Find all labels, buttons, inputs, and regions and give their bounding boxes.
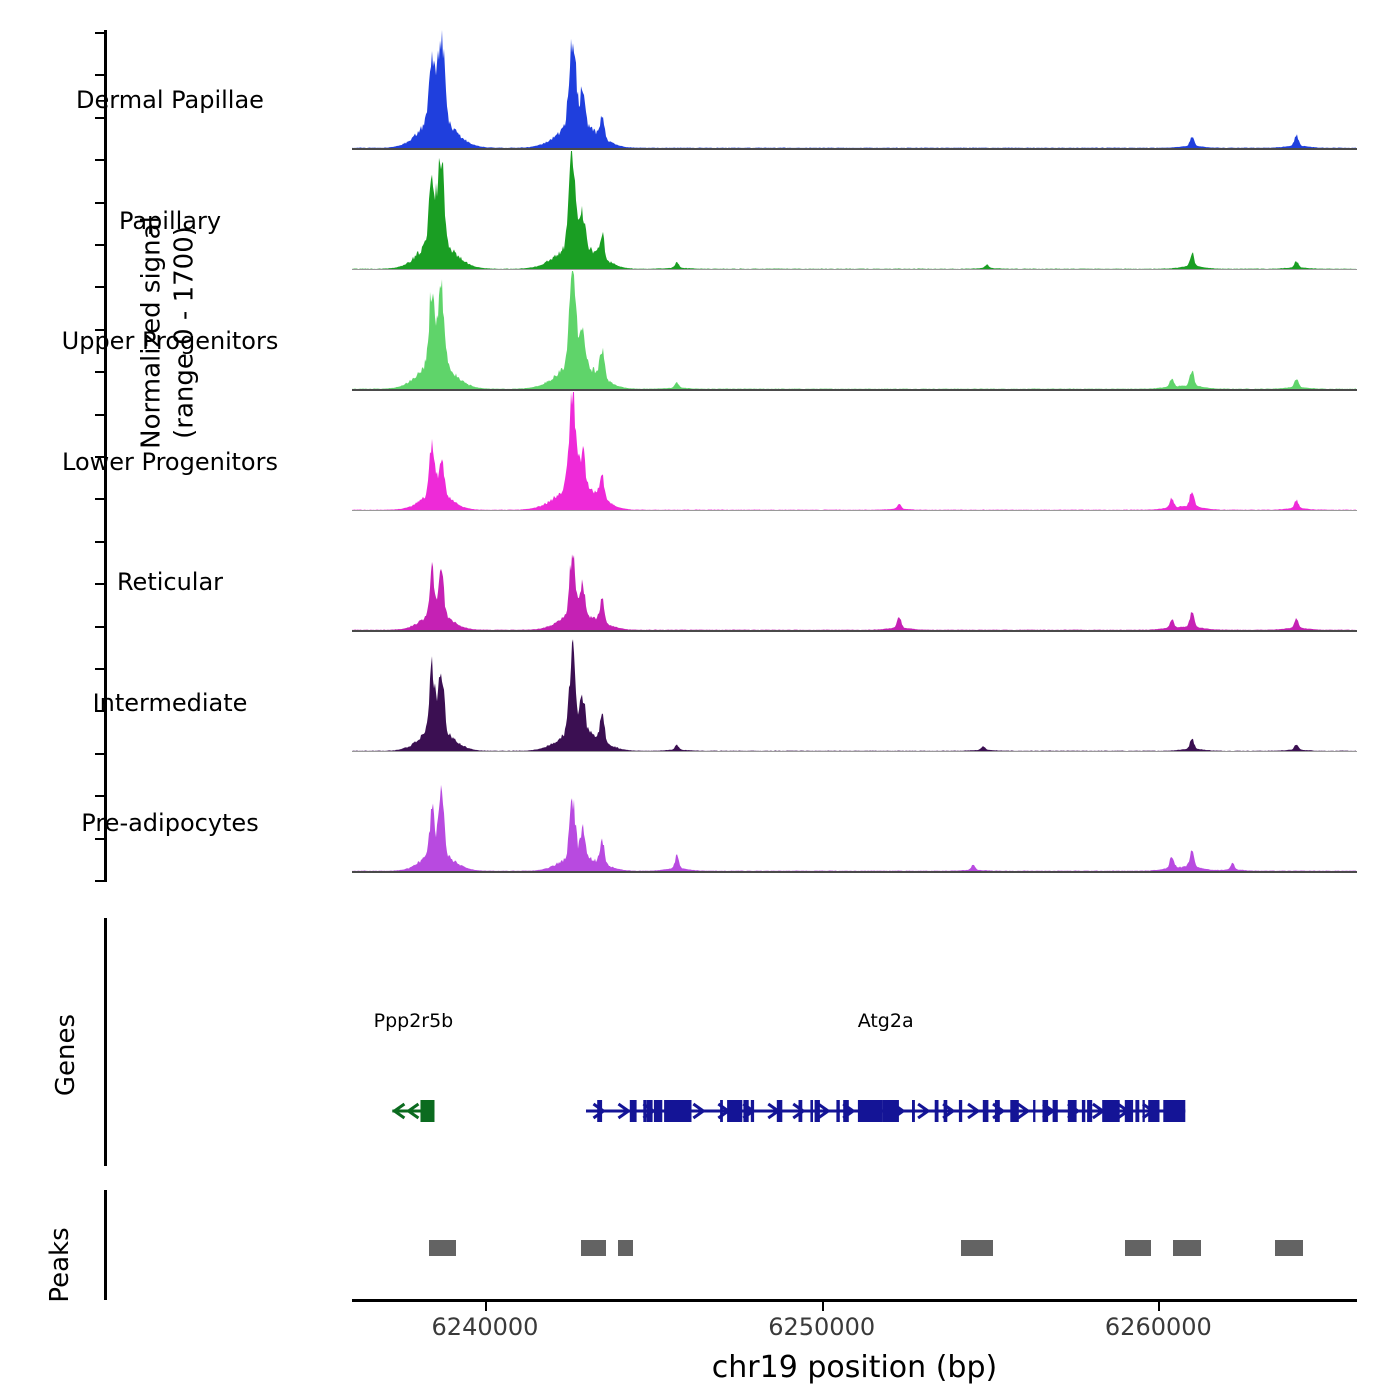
peak-region[interactable]	[1275, 1240, 1304, 1256]
axis-tick	[95, 540, 104, 543]
signal-area	[352, 30, 1356, 148]
x-tick-mark	[1158, 1302, 1161, 1311]
signal-track	[352, 30, 1357, 148]
track-baseline	[352, 509, 1357, 511]
axis-tick	[95, 32, 104, 34]
x-tick-label: 6250000	[768, 1313, 876, 1341]
x-tick-label: 6240000	[431, 1313, 539, 1341]
peak-region[interactable]	[1173, 1240, 1202, 1256]
axis-tick	[95, 286, 104, 289]
axis-tick	[95, 668, 104, 670]
peak-region[interactable]	[428, 1240, 456, 1256]
genes-section-label: Genes	[51, 1013, 81, 1097]
gene-models	[391, 1100, 1186, 1122]
gene-label-atg2a: Atg2a	[857, 1010, 914, 1032]
x-tick-label: 6260000	[1104, 1313, 1212, 1341]
track-label-pre-adipocytes: Pre-adipocytes	[81, 809, 259, 837]
axis-tick	[95, 795, 104, 798]
track-label-reticular: Reticular	[116, 568, 224, 596]
signal-area	[352, 391, 1356, 510]
axis-tick	[95, 244, 104, 246]
gene-label-ppp2r5b: Ppp2r5b	[373, 1010, 454, 1032]
x-tick-mark	[821, 1302, 824, 1311]
axis-tick	[95, 583, 104, 586]
peak-region[interactable]	[1125, 1240, 1152, 1256]
track-baseline	[352, 148, 1357, 150]
signal-track	[352, 150, 1357, 269]
signal-area	[352, 784, 1356, 871]
track-baseline	[352, 871, 1357, 873]
signal-track	[352, 391, 1357, 510]
x-tick-mark	[484, 1302, 487, 1311]
x-axis-line	[352, 1299, 1357, 1302]
peaks-section-label: Peaks	[45, 1227, 75, 1303]
signal-area	[352, 271, 1356, 389]
signal-area	[352, 638, 1356, 751]
signal-area	[352, 150, 1356, 269]
signal-track	[352, 271, 1357, 389]
track-label-papillary: Papillary	[118, 206, 222, 235]
axis-tick	[95, 710, 104, 713]
track-baseline	[352, 268, 1357, 270]
track-label-intermediate: Intermediate	[92, 688, 248, 717]
track-baseline	[352, 750, 1357, 752]
gene-ppp2r5b[interactable]	[391, 1100, 435, 1122]
axis-tick	[95, 201, 104, 204]
signal-track	[352, 512, 1357, 630]
peak-region[interactable]	[960, 1240, 993, 1256]
gene-atg2a[interactable]	[585, 1100, 1186, 1122]
axis-tick	[95, 752, 104, 755]
axis-tick	[95, 837, 104, 840]
axis-tick	[95, 159, 104, 162]
x-axis-title: chr19 position (bp)	[711, 1350, 998, 1385]
axis-tick	[95, 625, 104, 628]
axis-tick	[95, 328, 104, 331]
axis-tick	[95, 456, 104, 458]
track-baseline	[352, 389, 1357, 391]
peak-region[interactable]	[617, 1240, 633, 1256]
axis-tick	[95, 371, 104, 374]
signal-area	[352, 554, 1356, 630]
signal-track	[352, 633, 1357, 751]
peaks-axis-spine	[104, 1190, 107, 1300]
axis-tick	[95, 880, 104, 882]
axis-tick	[95, 74, 104, 77]
track-baseline	[352, 630, 1357, 632]
axis-tick	[95, 116, 104, 119]
signal-axis-spine	[104, 30, 107, 882]
signal-track	[352, 753, 1357, 871]
axis-tick	[95, 498, 104, 501]
genes-axis-spine	[104, 918, 107, 1166]
track-label-upper-progenitors: Upper Progenitors	[61, 327, 279, 355]
track-label-lower-progenitors: Lower Progenitors	[62, 447, 278, 476]
track-label-dermal-papillae: Dermal Papillae	[76, 86, 264, 114]
axis-tick	[95, 413, 104, 416]
peak-region[interactable]	[580, 1240, 606, 1256]
